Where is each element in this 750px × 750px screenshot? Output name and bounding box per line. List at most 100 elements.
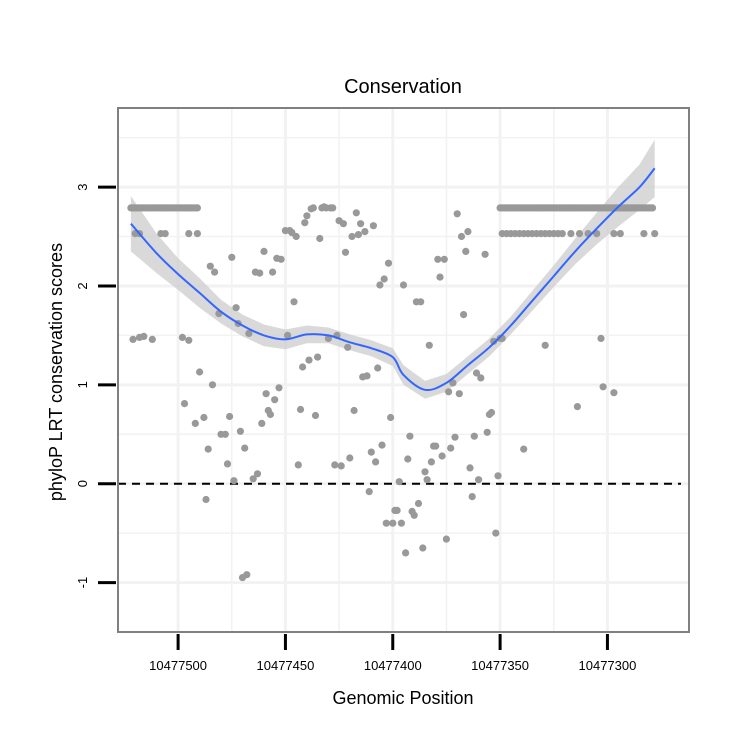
data-point (178, 333, 186, 341)
data-point (202, 495, 210, 504)
data-point (256, 269, 264, 277)
data-point (296, 405, 305, 414)
data-point (193, 230, 201, 238)
data-point (421, 468, 429, 476)
data-point (442, 535, 450, 543)
data-point (410, 511, 418, 519)
data-point (477, 374, 485, 382)
data-point (425, 341, 433, 349)
data-point (200, 413, 208, 422)
data-point (567, 230, 575, 238)
data-point (230, 477, 238, 485)
data-point (185, 336, 193, 344)
data-point (384, 259, 393, 267)
x-tick-label: 10477500 (149, 658, 207, 673)
y-axis-ticks: -1 0 1 2 3 (75, 183, 116, 588)
data-point (301, 219, 309, 227)
data-point (404, 455, 412, 463)
smooth-line (130, 167, 656, 392)
data-point (271, 396, 279, 404)
data-point (393, 506, 401, 514)
data-point (232, 304, 240, 312)
data-point (339, 220, 347, 228)
data-point (191, 419, 199, 427)
data-point (243, 571, 251, 579)
chart-title: Conservation (344, 76, 462, 98)
data-point (245, 329, 253, 337)
data-point (316, 234, 324, 243)
data-point (346, 454, 354, 462)
data-point (303, 212, 311, 220)
data-point (331, 461, 339, 469)
data-point (558, 230, 566, 238)
y-tick-label: 1 (75, 381, 90, 388)
data-point (305, 356, 313, 364)
y-axis-label: phyloP LRT conservation scores (46, 243, 66, 501)
data-point (369, 222, 377, 230)
data-point (434, 255, 442, 263)
data-point (221, 430, 229, 438)
data-point (470, 432, 478, 440)
data-point (367, 448, 375, 456)
data-point (363, 372, 371, 380)
data-point (427, 458, 435, 466)
data-point (361, 228, 369, 236)
data-point (472, 369, 481, 377)
data-point (354, 231, 362, 239)
data-point (438, 452, 446, 460)
data-point (573, 403, 582, 411)
data-point (269, 268, 277, 276)
data-point (455, 390, 463, 398)
data-point (348, 232, 356, 241)
data-point (241, 444, 249, 452)
data-point (445, 388, 453, 396)
data-point (432, 442, 440, 450)
data-point (451, 433, 459, 441)
data-point (292, 232, 300, 241)
data-point (337, 462, 345, 470)
data-point (599, 383, 607, 391)
data-point (483, 428, 491, 436)
data-point (475, 476, 483, 484)
data-point (449, 379, 457, 387)
data-point (341, 248, 350, 256)
data-point (148, 335, 156, 343)
data-point (211, 268, 219, 276)
panel-border (117, 107, 690, 633)
data-point (262, 390, 270, 398)
data-point (277, 255, 285, 263)
x-tick-label: 10477450 (257, 658, 315, 673)
data-point (395, 478, 403, 486)
data-point (140, 332, 148, 340)
data-point (376, 281, 384, 289)
data-point (490, 337, 498, 345)
data-point (494, 472, 502, 480)
data-point (223, 460, 232, 468)
data-point (236, 427, 244, 435)
data-point (457, 232, 466, 241)
data-point (275, 384, 283, 392)
data-point (648, 204, 657, 212)
data-point (406, 432, 414, 440)
data-point (460, 311, 468, 319)
data-point (481, 250, 489, 258)
data-point (260, 247, 268, 255)
data-point (329, 204, 337, 212)
data-point (185, 230, 193, 238)
data-point (520, 445, 528, 453)
data-point (468, 493, 476, 501)
data-point (610, 230, 618, 238)
data-point (597, 334, 605, 342)
data-point (453, 210, 461, 218)
data-point (180, 400, 189, 408)
data-point (161, 230, 169, 238)
data-point (387, 413, 395, 422)
data-point (423, 476, 431, 484)
data-point (462, 247, 470, 255)
data-point (365, 488, 373, 496)
data-point (436, 273, 444, 281)
data-point (382, 519, 390, 527)
data-point (129, 335, 137, 343)
